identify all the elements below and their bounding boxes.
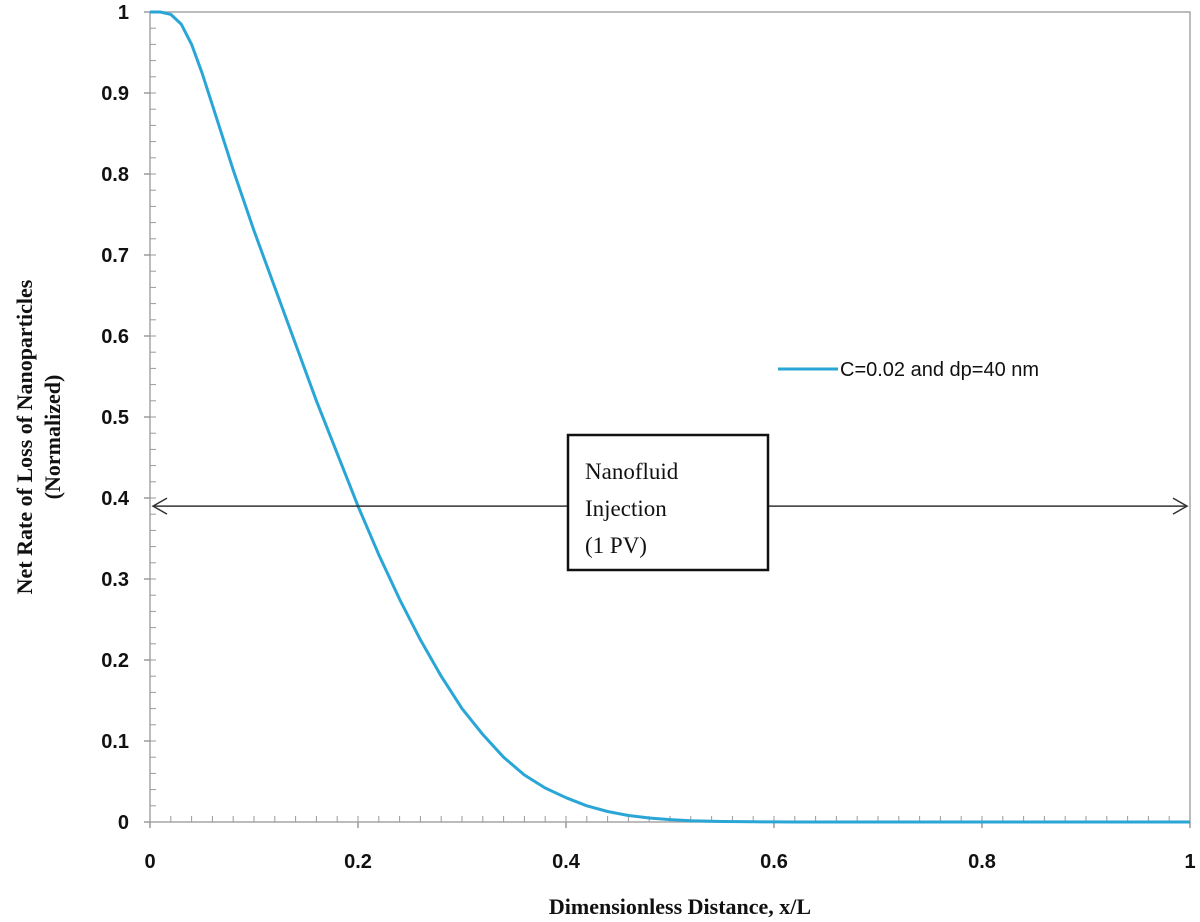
arrowhead-left (151, 497, 168, 515)
y-tick-label: 0.3 (101, 569, 129, 591)
plot-frame (149, 11, 1191, 823)
x-tick-label: 0.6 (760, 851, 788, 873)
y-tick-label: 1 (118, 2, 129, 24)
plot-area (149, 11, 1191, 823)
x-tick-label: 0.8 (968, 851, 996, 873)
y-tick-label: 0.9 (101, 83, 129, 105)
y-tick-label: 0.4 (101, 488, 130, 510)
series-line (150, 10, 1190, 824)
x-axis-title: Dimensionless Distance, x/L (549, 894, 811, 919)
legend: C=0.02 and dp=40 nm (778, 359, 1039, 381)
x-tick-label: 0 (144, 851, 155, 873)
annotation-line: Injection (585, 496, 667, 521)
x-tick-label: 0.4 (552, 851, 581, 873)
series-layer (150, 10, 1190, 824)
x-axis: 0 0.2 0.4 0.6 0.8 1 (144, 822, 1196, 873)
x-tick-label: 0.2 (344, 851, 372, 873)
y-tick-label: 0.5 (101, 407, 129, 429)
y-axis-title: Net Rate of Loss of Nanoparticles (12, 279, 37, 594)
arrowhead-right (1172, 497, 1189, 515)
y-tick-label: 0.6 (101, 326, 129, 348)
annotation-line: (1 PV) (585, 533, 647, 558)
y-axis-title-sub: (Normalized) (40, 375, 65, 500)
y-tick-label: 0.8 (101, 164, 129, 186)
annotation-box (566, 433, 770, 572)
x-tick-label: 1 (1184, 851, 1195, 873)
annotation-line: Nanofluid (585, 459, 679, 484)
legend-label: C=0.02 and dp=40 nm (840, 359, 1039, 381)
y-axis: 0 0.1 0.2 0.3 0.4 0.5 0.6 0.7 0.8 0.9 1 (101, 2, 150, 834)
y-tick-label: 0 (118, 812, 129, 834)
y-tick-label: 0.7 (101, 245, 129, 267)
annotation: Nanofluid Injection (1 PV) (151, 433, 1189, 572)
y-tick-label: 0.1 (101, 731, 129, 753)
y-tick-label: 0.2 (101, 650, 129, 672)
minor-ticks (150, 27, 1170, 822)
